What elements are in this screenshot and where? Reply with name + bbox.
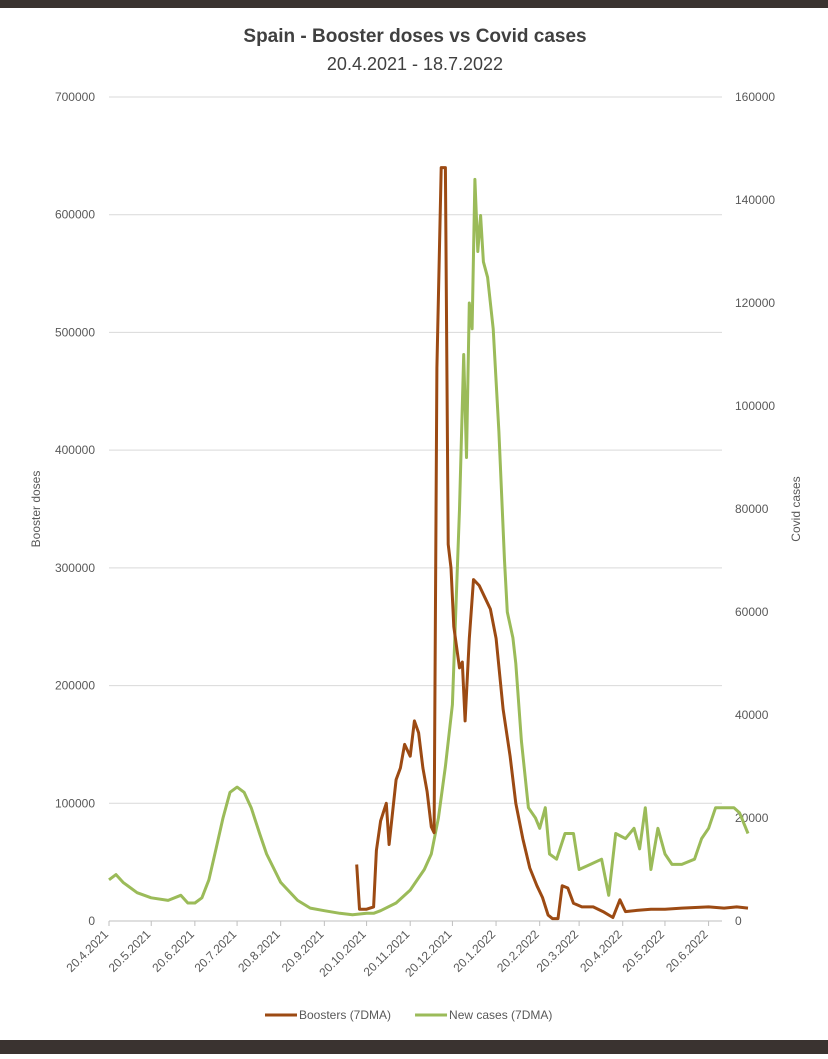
x-tick-label: 20.8.2021: [235, 927, 283, 975]
legend-label: Boosters (7DMA): [299, 1008, 391, 1022]
y2-tick-label: 60000: [735, 605, 769, 619]
y2-tick-label: 140000: [735, 193, 775, 207]
x-tick-label: 20.7.2021: [192, 927, 240, 975]
x-tick-label: 20.1.2022: [451, 927, 499, 975]
bottom-frame: [0, 1040, 828, 1054]
data-line: [108, 177, 750, 917]
y-tick-label: 400000: [55, 443, 95, 457]
y-tick-label: 0: [88, 914, 95, 928]
y-tick-label: 700000: [55, 90, 95, 104]
chart-subtitle: 20.4.2021 - 18.7.2022: [327, 54, 503, 74]
y2-tick-label: 160000: [735, 90, 775, 104]
x-tick-label: 20.5.2021: [106, 927, 154, 975]
y-tick-label: 500000: [55, 325, 95, 339]
x-tick-label: 20.6.2022: [663, 927, 711, 975]
y-tick-label: 200000: [55, 679, 95, 693]
y2-axis-label: Covid cases: [789, 476, 803, 541]
legend-label: New cases (7DMA): [449, 1008, 552, 1022]
x-tick-label: 20.4.2022: [577, 927, 625, 975]
data-line: [355, 166, 749, 921]
y2-tick-label: 0: [735, 914, 742, 928]
y2-tick-label: 40000: [735, 708, 769, 722]
y-axis-label: Booster doses: [29, 471, 43, 548]
x-tick-label: 20.6.2021: [149, 927, 197, 975]
y-tick-label: 300000: [55, 561, 95, 575]
y-tick-label: 100000: [55, 796, 95, 810]
x-tick-label: 20.4.2021: [63, 927, 111, 975]
x-tick-label: 20.3.2022: [534, 927, 582, 975]
y-tick-label: 600000: [55, 208, 95, 222]
y2-tick-label: 100000: [735, 399, 775, 413]
y2-tick-label: 120000: [735, 296, 775, 310]
x-tick-label: 20.5.2022: [619, 927, 667, 975]
x-tick-label: 20.2.2022: [494, 927, 542, 975]
chart-title: Spain - Booster doses vs Covid cases: [243, 26, 586, 47]
y2-tick-label: 80000: [735, 502, 769, 516]
top-frame: [0, 0, 828, 8]
